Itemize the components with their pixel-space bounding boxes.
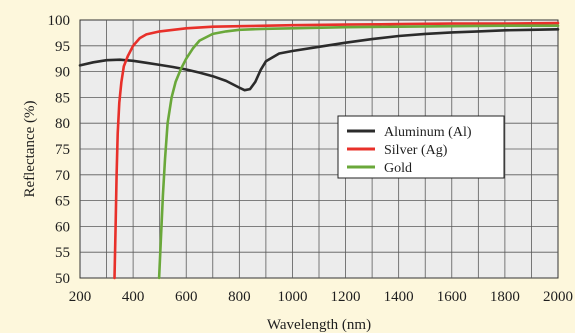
y-tick-label: 90 (55, 65, 70, 81)
legend-label: Gold (384, 161, 412, 176)
x-tick-label: 1400 (384, 289, 414, 305)
x-tick-label: 1000 (277, 289, 307, 305)
y-tick-label: 65 (55, 194, 70, 210)
legend-label: Silver (Ag) (384, 143, 448, 158)
x-tick-label: 800 (228, 289, 251, 305)
x-tick-label: 1800 (490, 289, 520, 305)
series-line-0 (78, 28, 560, 92)
y-tick-label: 80 (55, 116, 70, 132)
x-tick-label: 1600 (437, 289, 467, 305)
y-tick-label: 70 (55, 168, 70, 184)
y-tick-label: 50 (55, 271, 70, 287)
series-lines (78, 21, 560, 280)
x-tick-label: 200 (69, 289, 92, 305)
x-tick-label: 600 (175, 289, 198, 305)
y-tick-label: 60 (55, 219, 70, 235)
y-tick-label: 95 (55, 39, 70, 55)
series-line-1 (113, 21, 560, 280)
x-tick-label: 2000 (543, 289, 573, 305)
tick-labels: 200 400 600 800 1000 1200 1400 1600 1800 2000 50 55… (48, 13, 574, 305)
legend-label: Aluminum (Al) (384, 125, 472, 140)
y-tick-label: 75 (55, 142, 70, 158)
series-line-2 (157, 24, 560, 280)
y-tick-label: 85 (55, 90, 70, 106)
x-tick-label: 1200 (331, 289, 361, 305)
x-axis-label: Wavelength (nm) (267, 317, 371, 333)
legend: Aluminum (Al) Silver (Ag) Gold (337, 115, 505, 179)
y-axis-label: Reflectance (%) (22, 100, 38, 197)
y-tick-label: 55 (55, 245, 70, 261)
y-tick-label: 100 (48, 13, 71, 29)
x-tick-label: 400 (122, 289, 145, 305)
